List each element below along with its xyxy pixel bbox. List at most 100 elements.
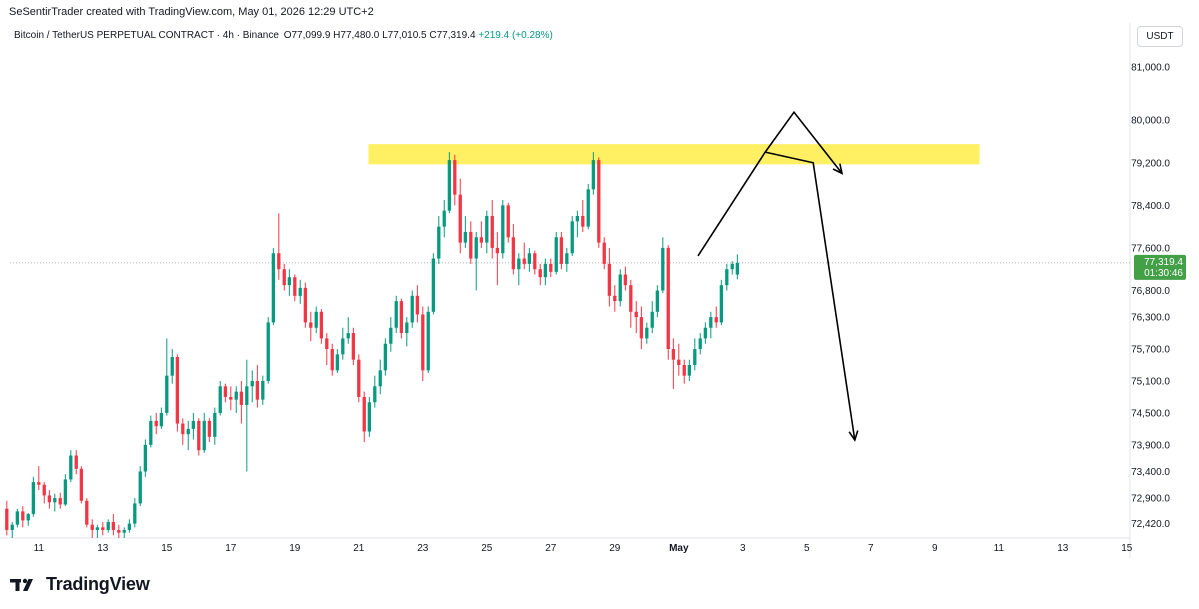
candle-body — [554, 237, 558, 272]
candle-body — [399, 301, 404, 334]
y-tick-label: 79,200.0 — [1131, 158, 1170, 169]
candle-body — [367, 402, 372, 432]
candle-body — [415, 295, 420, 315]
candle-body — [277, 253, 281, 270]
last-price-badge — [1134, 254, 1186, 280]
candle-body — [565, 253, 569, 264]
x-tick-label: 13 — [1057, 543, 1069, 554]
x-tick-label: 7 — [868, 543, 874, 554]
candle-body — [447, 160, 452, 211]
candle-body — [74, 455, 78, 469]
candle-body — [517, 258, 521, 270]
candle-body — [223, 386, 228, 397]
candle-body — [127, 523, 132, 531]
price-chart[interactable]: 81,000.0 80,000.0 79,200.0 78,400.0 77,600.0… — [0, 23, 1199, 559]
candle-body — [53, 498, 57, 503]
candle-body — [506, 205, 510, 238]
candle-body — [597, 160, 601, 243]
x-tick-label: 27 — [545, 543, 557, 554]
candle-body — [319, 311, 324, 339]
candle-body — [341, 338, 345, 355]
candle-body — [522, 258, 526, 264]
candle-body — [474, 237, 478, 259]
y-tick-label: 75,100.0 — [1131, 376, 1170, 387]
candle-body — [58, 498, 62, 505]
candle-body — [602, 242, 606, 264]
candle-body — [709, 317, 713, 328]
price-change: +219.4 (+0.28%) — [478, 30, 553, 41]
candle-body — [47, 495, 52, 503]
candle-body — [271, 253, 276, 323]
candle-body — [293, 277, 297, 296]
candle-body — [511, 237, 516, 270]
candle-body — [63, 479, 68, 505]
footer-brand: TradingView — [10, 574, 150, 595]
candle-body — [197, 420, 201, 451]
chart-frame[interactable]: 81,000.0 80,000.0 79,200.0 78,400.0 77,600.0… — [0, 23, 1199, 559]
x-tick-label: 25 — [481, 543, 493, 554]
y-tick-label: 76,300.0 — [1131, 313, 1170, 324]
candle-body — [431, 258, 436, 312]
candle-body — [303, 287, 308, 323]
candle-body — [138, 471, 142, 504]
y-tick-label: 77,600.0 — [1131, 243, 1170, 254]
x-tick-label: 29 — [609, 543, 621, 554]
candle-body — [106, 522, 110, 531]
candle-body — [213, 412, 217, 437]
candle-body — [207, 420, 212, 437]
candle-body — [330, 349, 334, 371]
x-tick-label: 21 — [353, 543, 365, 554]
candle-body — [453, 160, 457, 195]
bar-countdown: 01:30:46 — [1144, 268, 1183, 279]
candle-body — [186, 428, 190, 435]
candle-body — [623, 274, 628, 286]
candle-body — [287, 277, 292, 286]
candle-body — [698, 338, 702, 350]
candle-body — [661, 247, 665, 291]
candle-body — [111, 522, 116, 531]
candle-body — [90, 524, 94, 531]
candle-body — [218, 386, 222, 413]
candle-body — [15, 511, 20, 525]
candle-body — [719, 285, 724, 323]
candle-body — [79, 468, 84, 501]
candle-body — [133, 503, 137, 524]
x-tick-label: 15 — [161, 543, 173, 554]
candle-body — [117, 530, 121, 533]
candle-body — [463, 231, 468, 243]
candle-body — [618, 274, 622, 302]
candle-body — [159, 412, 164, 427]
candle-body — [154, 420, 158, 427]
currency-button[interactable]: USDT — [1137, 26, 1183, 47]
candle-body — [591, 160, 596, 190]
candle-body — [122, 530, 126, 533]
y-tick-label: 73,900.0 — [1131, 440, 1170, 451]
candle-body — [629, 285, 633, 312]
candle-body — [234, 391, 238, 400]
last-price-value: 77,319.4 — [1144, 257, 1183, 268]
candle-body — [42, 484, 46, 496]
x-tick-label: 15 — [1121, 543, 1133, 554]
candle-body — [373, 386, 377, 403]
x-tick-label: 3 — [740, 543, 746, 554]
candle-body — [143, 444, 148, 472]
y-tick-label: 80,000.0 — [1131, 116, 1170, 127]
candle-body — [479, 237, 484, 243]
candle-body — [239, 391, 244, 405]
candle-body — [655, 290, 660, 312]
candle-body — [69, 455, 73, 480]
candle-body — [191, 420, 196, 429]
candle-body — [575, 215, 580, 222]
candle-body — [282, 269, 286, 286]
candle-body — [101, 527, 105, 531]
candle-body — [725, 269, 729, 286]
candle-body — [426, 311, 430, 371]
candle-body — [245, 386, 249, 405]
chart-credit: SeSentirTrader created with TradingView.… — [9, 6, 374, 18]
arrowhead-short — [832, 163, 844, 175]
candle-body — [266, 322, 270, 381]
candle-body — [501, 205, 505, 254]
candle-body — [394, 301, 398, 328]
candle-body — [95, 527, 100, 531]
x-tick-label: 23 — [417, 543, 429, 554]
